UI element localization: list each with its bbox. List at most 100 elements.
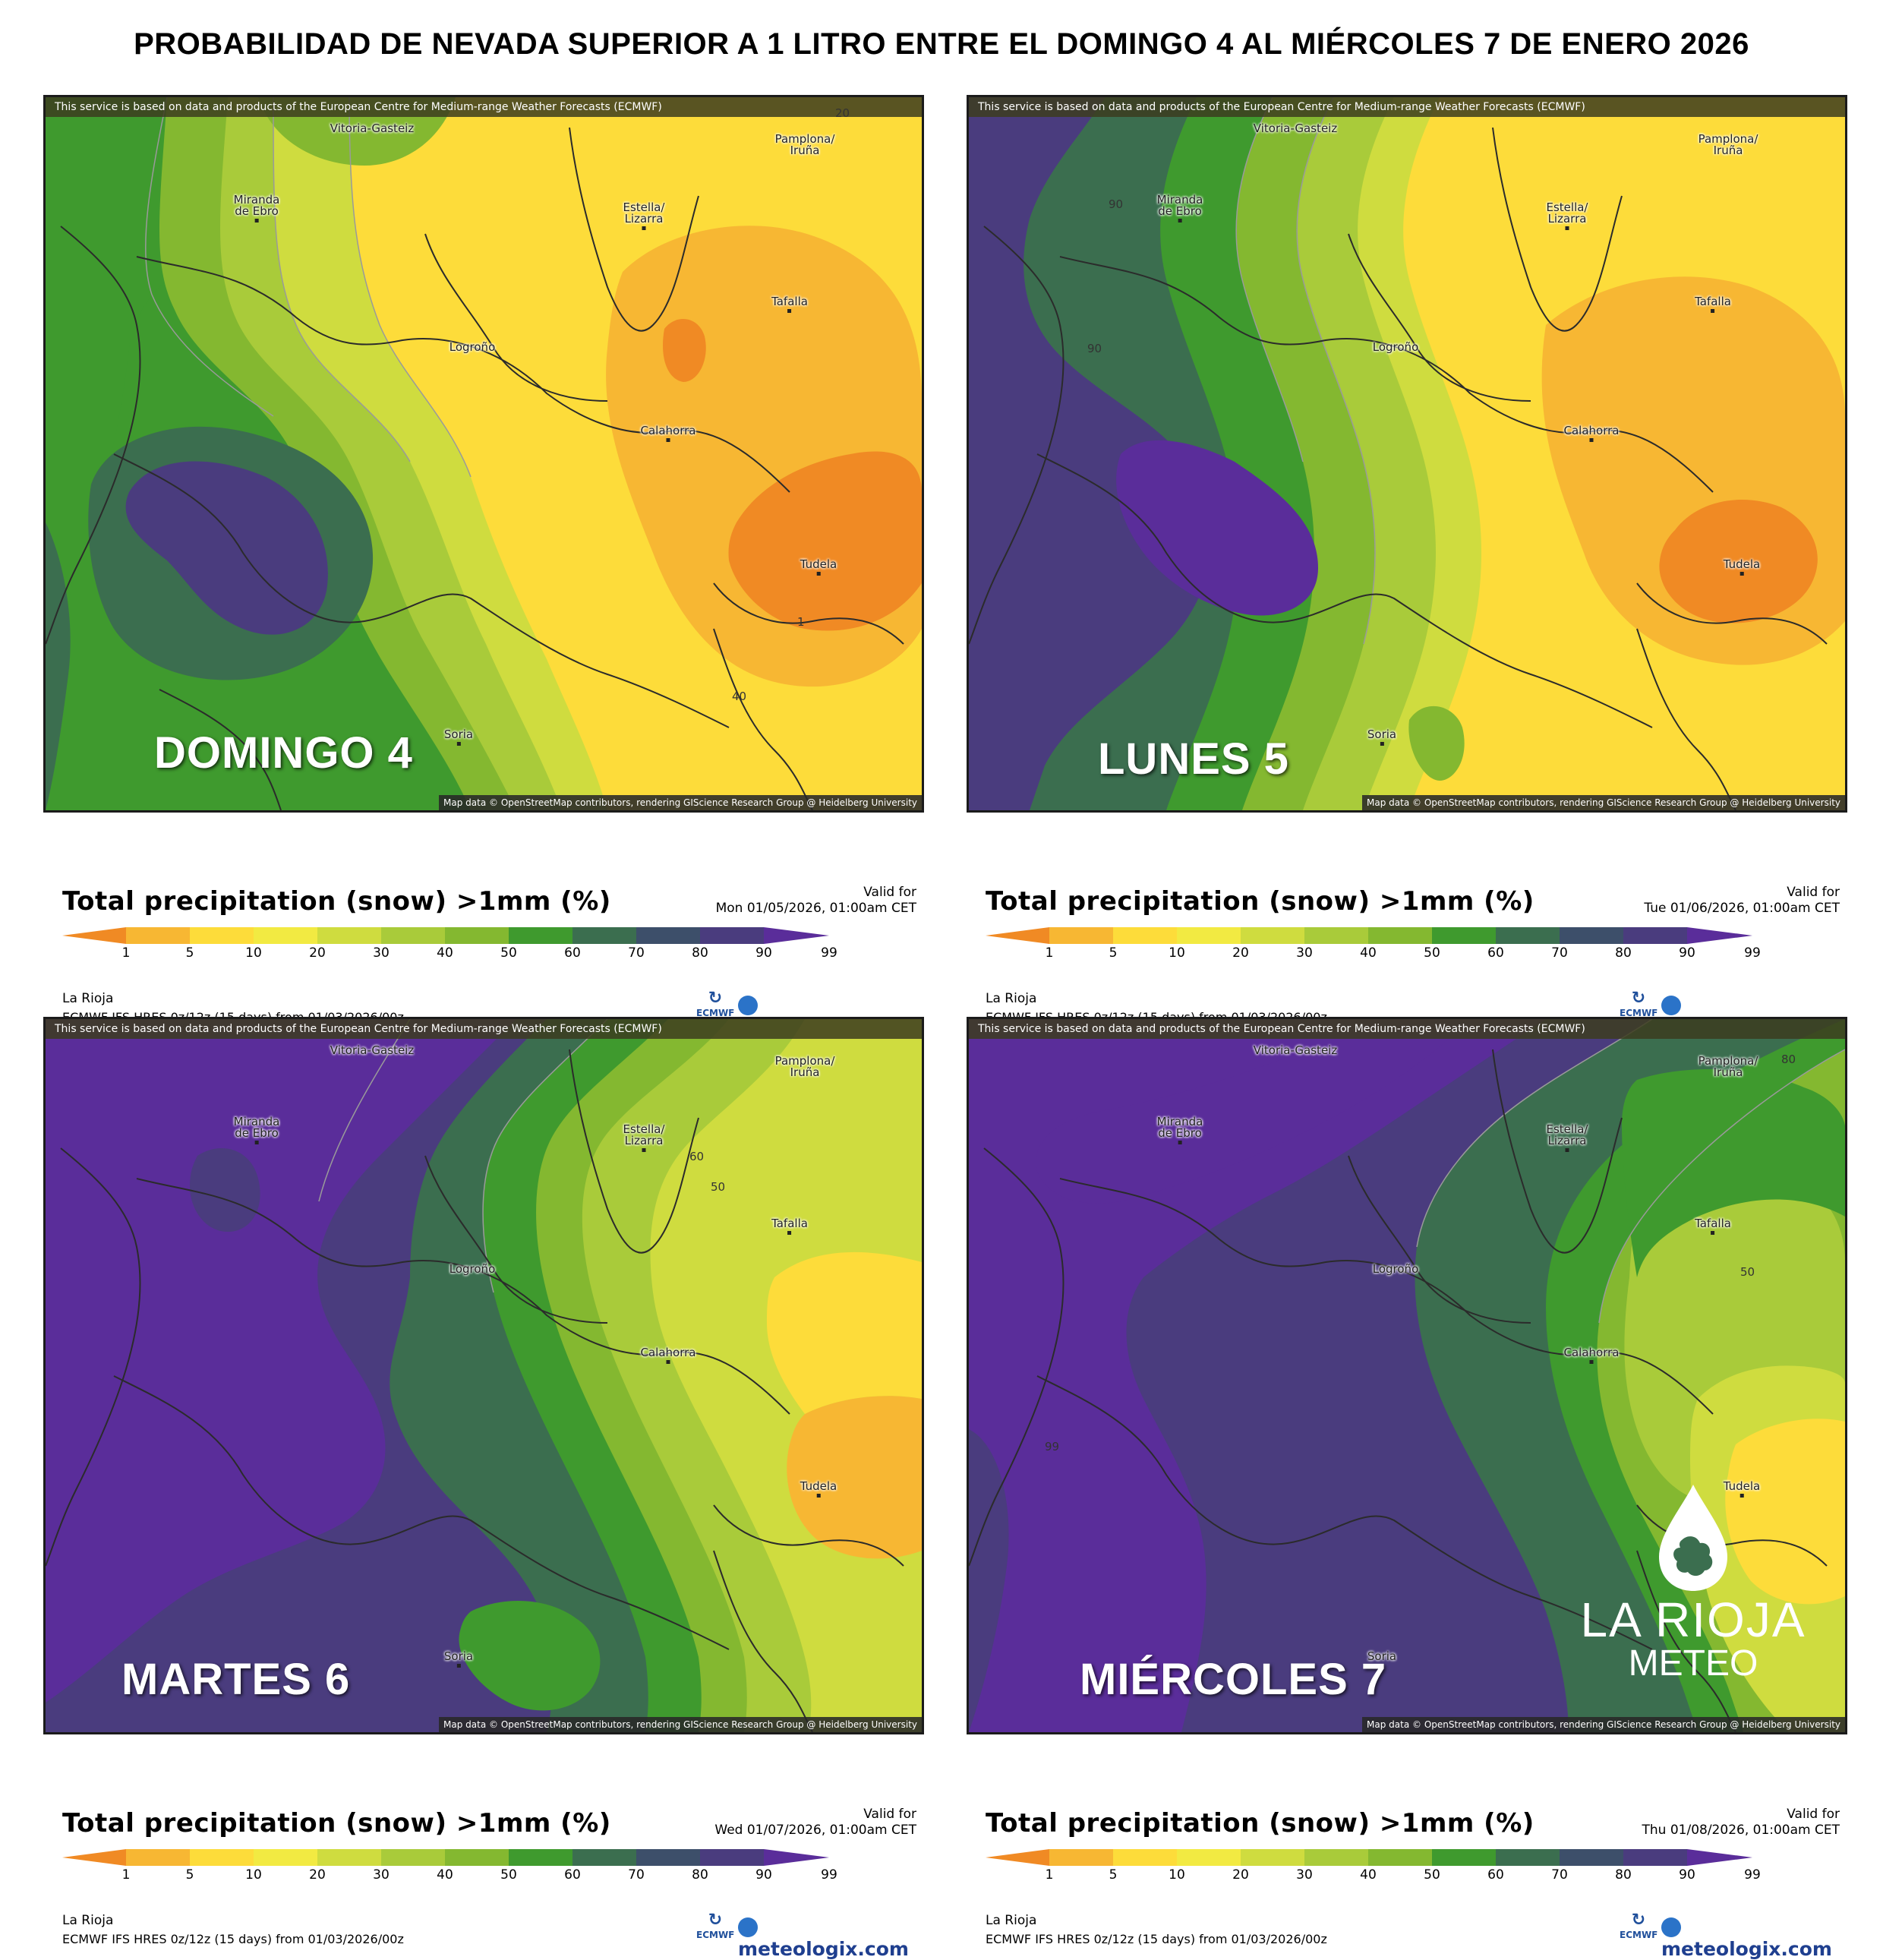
legend-title: Total precipitation (snow) >1mm (%) [986, 886, 1534, 917]
map-domingo-4: This service is based on data and produc… [43, 95, 924, 813]
valid-for: Valid for Mon 01/05/2026, 01:00am CET [715, 885, 916, 916]
panel-lunes-5: This service is based on data and produc… [967, 95, 1847, 1038]
city-tudela: Tudela [800, 559, 837, 576]
legend-title: Total precipitation (snow) >1mm (%) [986, 1808, 1534, 1838]
city-vitoria: Vitoria-Gasteiz [1253, 122, 1338, 135]
city-miranda: Miranda de Ebro [234, 1116, 279, 1144]
scale-tick: 5 [1109, 945, 1118, 961]
ecmwf-credit: This service is based on data and produc… [969, 1019, 1845, 1039]
city-estella: Estella/Lizarra [623, 1124, 664, 1152]
probability-field [46, 97, 922, 810]
region-label: La Rioja [62, 991, 114, 1006]
scale-tick: 5 [185, 1867, 194, 1883]
region-label: La Rioja [986, 1913, 1037, 1928]
valid-for: Valid for Thu 01/08/2026, 01:00am CET [1642, 1807, 1840, 1838]
scale-ticks: 1 5 10 20 30 40 50 60 70 80 90 99 [986, 1867, 1821, 1886]
scale-tick: 99 [1744, 1867, 1761, 1883]
city-calahorra: Calahorra [1564, 425, 1619, 442]
map-miercoles-7: This service is based on data and produc… [967, 1017, 1847, 1734]
city-vitoria: Vitoria-Gasteiz [1253, 1043, 1338, 1057]
city-pamplona: Pamplona/Iruña [774, 132, 835, 157]
la-rioja-meteo-logo: LA RIOJA METEO [1572, 1481, 1815, 1693]
logo-name: LA RIOJA [1580, 1592, 1806, 1647]
city-logrono: Logroño [449, 1262, 496, 1276]
scale-tick: 30 [373, 945, 390, 961]
region-label: La Rioja [986, 991, 1037, 1006]
scale-tick: 10 [245, 945, 262, 961]
scale-tick: 5 [1109, 1867, 1118, 1883]
city-soria: Soria [1367, 1651, 1396, 1668]
color-scale [62, 1849, 829, 1866]
scale-tick: 99 [821, 945, 837, 961]
scale-tick: 40 [1360, 1867, 1377, 1883]
city-soria: Soria [444, 1651, 473, 1668]
scale-tick: 70 [1551, 945, 1568, 961]
scale-tick: 99 [1744, 945, 1761, 961]
panel-domingo-4: This service is based on data and produc… [43, 95, 924, 1038]
page-title: PROBABILIDAD DE NEVADA SUPERIOR A 1 LITR… [134, 27, 1749, 61]
panel-martes-6: This service is based on data and produc… [43, 1017, 924, 1960]
day-label: MARTES 6 [121, 1655, 351, 1704]
osm-credit: Map data © OpenStreetMap contributors, r… [439, 795, 922, 810]
scale-tick: 60 [564, 945, 581, 961]
scale-tick: 30 [373, 1867, 390, 1883]
contour-label: 99 [1045, 1440, 1060, 1453]
ecmwf-credit: This service is based on data and produc… [969, 97, 1845, 117]
scale-tick: 60 [564, 1867, 581, 1883]
globe-icon [1661, 1917, 1681, 1937]
city-vitoria: Vitoria-Gasteiz [330, 1043, 415, 1057]
probability-field [969, 97, 1845, 810]
water-drop-icon [1659, 1485, 1727, 1591]
meteologix-link[interactable]: meteologix.com [738, 1916, 924, 1960]
city-logrono: Logroño [449, 340, 496, 354]
scale-tick: 60 [1487, 1867, 1504, 1883]
color-scale [62, 927, 829, 944]
scale-tick: 1 [1045, 945, 1054, 961]
day-label: MIÉRCOLES 7 [1080, 1655, 1387, 1704]
color-scale [986, 927, 1752, 944]
ecmwf-credit: This service is based on data and produc… [46, 97, 922, 117]
model-info: ECMWF IFS HRES 0z/12z (15 days) from 01/… [62, 1932, 404, 1946]
scale-tick: 40 [437, 945, 453, 961]
panel-miercoles-7: This service is based on data and produc… [967, 1017, 1847, 1960]
city-tafalla: Tafalla [771, 296, 808, 313]
ecmwf-logo: ↻ ECMWF [696, 989, 735, 1019]
scale-tick: 40 [437, 1867, 453, 1883]
scale-ticks: 1 5 10 20 30 40 50 60 70 80 90 99 [986, 945, 1821, 964]
scale-tick: 80 [1615, 945, 1632, 961]
scale-tick: 5 [185, 945, 194, 961]
scale-tick: 20 [309, 1867, 326, 1883]
map-martes-6: This service is based on data and produc… [43, 1017, 924, 1734]
scale-tick: 10 [1169, 1867, 1185, 1883]
scale-tick: 1 [121, 945, 131, 961]
contour-label: 60 [689, 1150, 705, 1163]
scale-tick: 1 [121, 1867, 131, 1883]
color-scale [986, 1849, 1752, 1866]
city-calahorra: Calahorra [1564, 1347, 1619, 1364]
legend-title: Total precipitation (snow) >1mm (%) [62, 886, 611, 917]
contour-label: 90 [1087, 342, 1102, 355]
scale-tick: 30 [1296, 945, 1313, 961]
scale-tick: 40 [1360, 945, 1377, 961]
scale-tick: 90 [755, 945, 772, 961]
region-label: La Rioja [62, 1913, 114, 1928]
globe-icon [738, 1917, 758, 1937]
city-miranda: Miranda de Ebro [1157, 194, 1203, 223]
scale-tick: 20 [1232, 945, 1249, 961]
ecmwf-credit: This service is based on data and produc… [46, 1019, 922, 1039]
scale-tick: 50 [1424, 1867, 1440, 1883]
contour-label: 90 [1109, 197, 1124, 211]
city-tudela: Tudela [1724, 559, 1760, 576]
scale-tick: 80 [692, 945, 708, 961]
scale-tick: 90 [1679, 945, 1695, 961]
scale-tick: 1 [1045, 1867, 1054, 1883]
scale-tick: 90 [1679, 1867, 1695, 1883]
globe-icon [738, 996, 758, 1015]
meteologix-link[interactable]: meteologix.com [1661, 1916, 1847, 1960]
city-pamplona: Pamplona/Iruña [1698, 132, 1758, 157]
scale-tick: 50 [1424, 945, 1440, 961]
scale-tick: 20 [1232, 1867, 1249, 1883]
scale-ticks: 1 5 10 20 30 40 50 60 70 80 90 99 [62, 945, 897, 964]
scale-tick: 70 [628, 1867, 645, 1883]
contour-label: 20 [835, 106, 850, 120]
